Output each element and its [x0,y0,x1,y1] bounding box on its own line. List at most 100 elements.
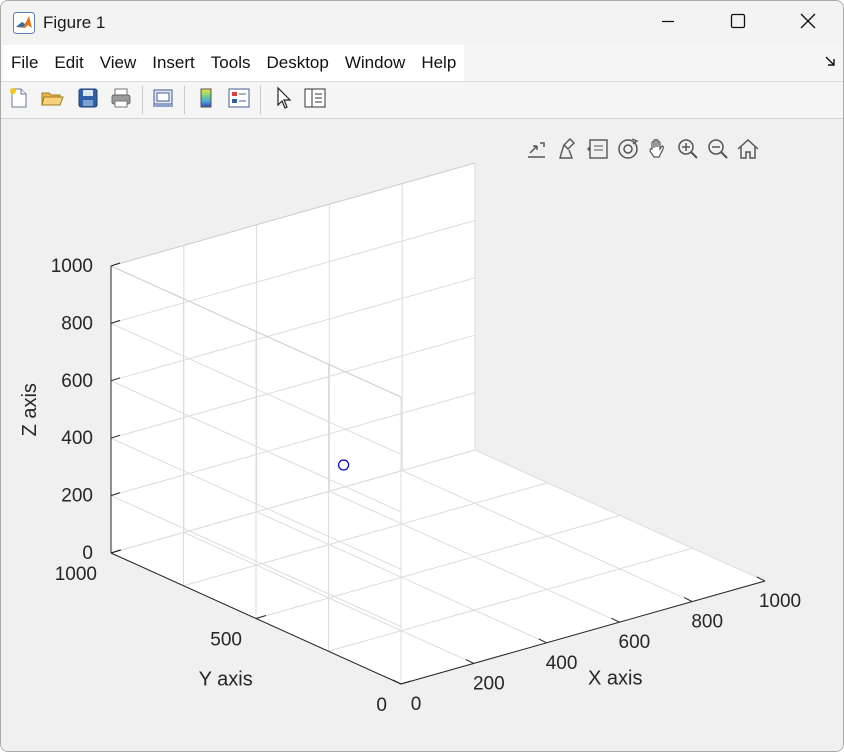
toolbar-separator [184,86,185,114]
z-tick-mark [110,434,121,439]
z-tick-mark [110,319,121,324]
new-figure-button[interactable] [5,86,33,114]
toolbar-separator [142,86,143,114]
close-icon [800,13,816,34]
maximize-button[interactable] [703,1,773,45]
title-bar: Figure 1 [1,1,843,45]
x-tick-label: 400 [546,653,578,674]
legend-icon [227,86,251,115]
print-figure-button[interactable] [107,86,135,114]
x-tick-mark [756,576,766,582]
zoom-in-button[interactable] [674,137,702,165]
menu-view[interactable]: View [99,53,137,72]
grid-line [110,449,476,554]
link-plot-icon [151,86,175,115]
x-tick-label: 1000 [759,591,801,612]
export-button[interactable] [523,137,551,165]
brush-button[interactable] [554,137,582,165]
z-tick-mark [110,492,121,497]
grid-line [110,437,402,570]
menu-window[interactable]: Window [344,53,406,72]
folder-open-icon [40,86,64,115]
printer-icon [109,86,133,115]
zoom-out-button[interactable] [704,137,732,165]
x-axis-label: X axis [588,667,642,689]
data-tips-icon [586,137,610,166]
save-figure-button[interactable] [74,86,102,114]
menu-insert[interactable]: Insert [152,53,195,72]
grid-line [110,219,476,324]
z-tick-label: 400 [61,428,93,449]
grid-line [110,495,402,628]
pan-button[interactable] [644,137,672,165]
z-tick-label: 800 [61,313,93,334]
home-icon [736,137,760,166]
y-axis-label: Y axis [199,668,253,690]
x-tick-mark [538,638,547,644]
grid-line [255,515,621,619]
menu-edit[interactable]: Edit [54,53,84,72]
z-tick-label: 600 [61,371,93,392]
save-icon [76,86,100,115]
z-tick-label: 200 [61,486,93,507]
menu-spacer [485,45,843,81]
new-file-icon [7,86,31,115]
grid-line [328,547,693,652]
x-axis-line [400,580,766,685]
dock-arrow-icon[interactable] [825,55,837,70]
export-icon [525,137,549,166]
z-tick-label: 0 [82,543,93,564]
box-edge [110,265,402,398]
minimize-button[interactable] [633,1,703,45]
insert-colorbar-button[interactable] [192,86,220,114]
insert-legend-button[interactable] [225,86,253,114]
grid-line [183,482,548,587]
link-plot-button[interactable] [149,86,177,114]
grid-line [110,277,476,382]
z-axis-label: Z axis [19,383,41,436]
figure-toolbar [1,82,843,119]
edit-plot-button[interactable] [269,86,297,114]
pan-icon [646,137,670,166]
grid-line [110,392,476,497]
menu-help[interactable]: Help [421,53,457,72]
brush-icon [556,137,580,166]
x-tick-label: 0 [411,694,422,715]
colorbar-icon [194,86,218,115]
box-edge [110,162,476,267]
open-file-button[interactable] [38,86,66,114]
home-button[interactable] [734,137,762,165]
menu-desktop[interactable]: Desktop [266,53,329,72]
y-tick-mark [255,615,267,619]
grid-line [110,380,402,513]
property-inspector-button[interactable] [301,86,329,114]
z-tick-mark [110,262,121,267]
menu-file[interactable]: File [11,53,39,72]
x-tick-label: 800 [691,612,723,633]
x-tick-mark [392,679,402,685]
y-tick-label: 0 [376,695,387,716]
arrow-cursor-icon [271,86,295,115]
close-button[interactable] [773,1,843,45]
zoom-in-icon [676,137,700,166]
axes-3d[interactable]: 0200400600800100005001000020040060080010… [1,119,843,751]
x-tick-label: 200 [473,673,505,694]
matlab-logo-icon [13,12,35,34]
zoom-out-icon [706,137,730,166]
z-tick-mark [110,377,121,382]
grid-line [110,334,476,439]
grid-line [110,322,402,455]
data-point-marker [338,459,350,471]
window-title: Figure 1 [43,13,106,32]
x-tick-mark [465,658,475,664]
data-tips-button[interactable] [584,137,612,165]
y-tick-mark [400,680,412,685]
panel-icon [303,86,327,115]
rotate-3d-button[interactable] [614,137,642,165]
x-tick-mark [611,617,620,623]
menu-tools[interactable]: Tools [210,53,251,72]
toolbar-separator [260,86,261,114]
menu-bar: File Edit View Insert Tools Desktop Wind… [1,45,843,82]
y-tick-label: 500 [210,630,242,651]
